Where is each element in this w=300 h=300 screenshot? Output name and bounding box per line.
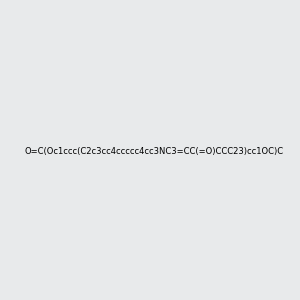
Text: O=C(Oc1ccc(C2c3cc4ccccc4cc3NC3=CC(=O)CCC23)cc1OC)C: O=C(Oc1ccc(C2c3cc4ccccc4cc3NC3=CC(=O)CCC…: [24, 147, 283, 156]
